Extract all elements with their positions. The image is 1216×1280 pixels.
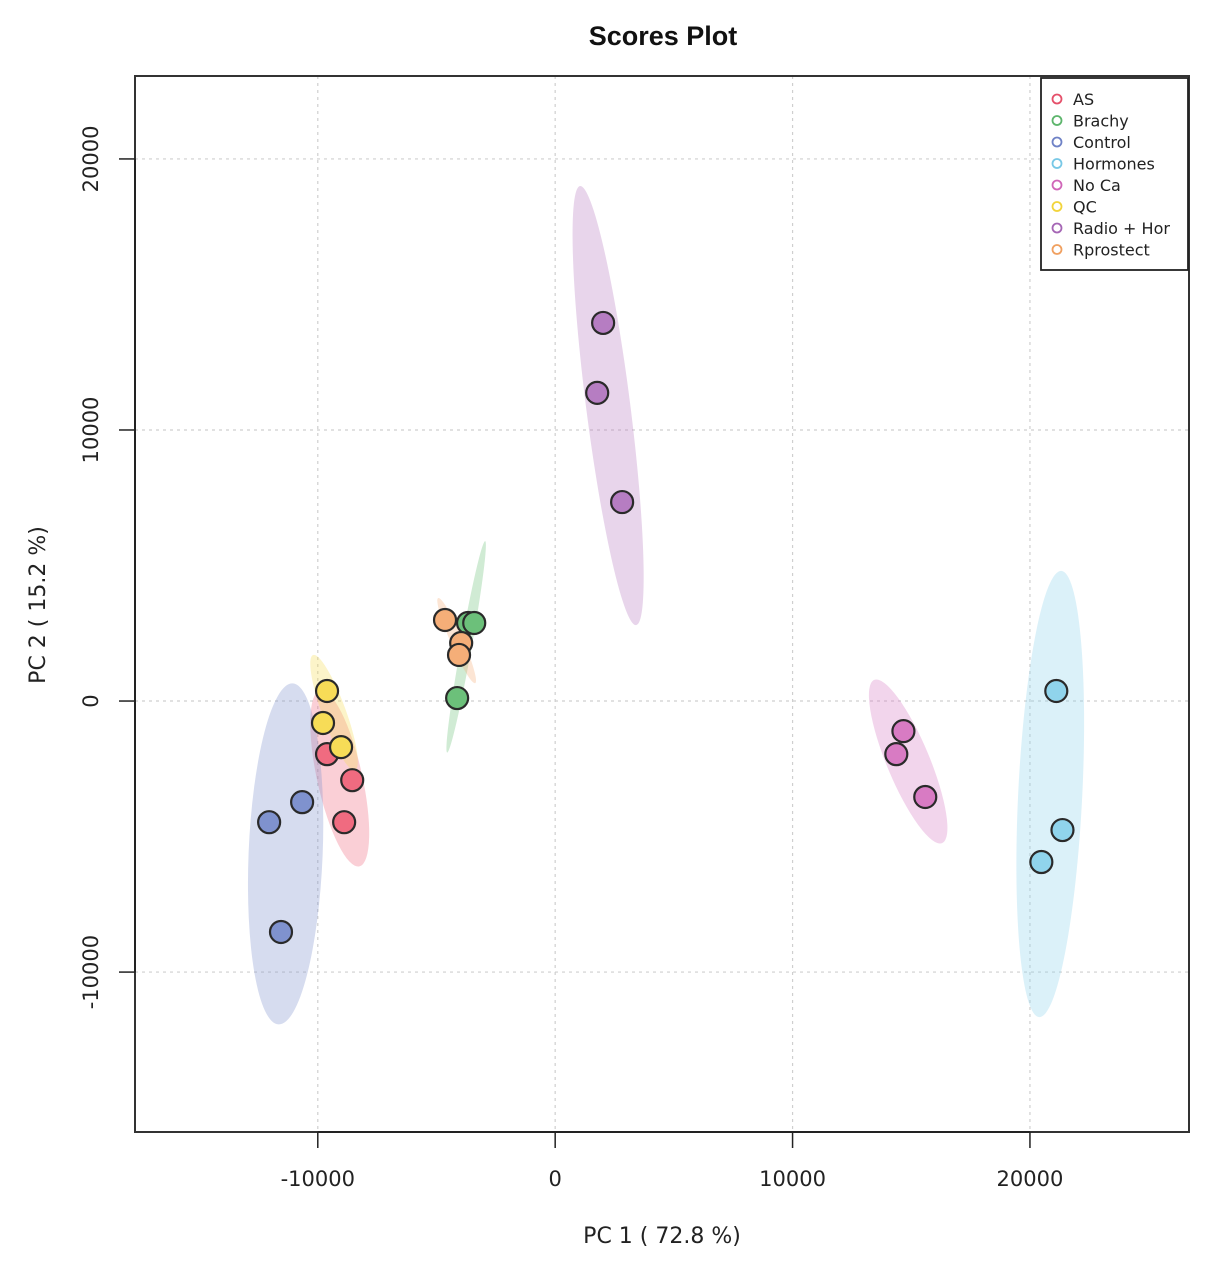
point-no-ca: [913, 784, 938, 810]
point-qc: [310, 710, 336, 736]
x-tick-label: 0: [548, 1167, 561, 1191]
legend: AS Brachy Control Hormones No Ca QC Radio + Ho…: [1040, 77, 1189, 271]
legend-label: No Ca: [1073, 176, 1121, 195]
legend-box: [1040, 77, 1189, 271]
y-tick-label: -10000: [79, 935, 103, 1009]
legend-marker-icon: [1051, 201, 1063, 212]
point-control: [257, 810, 282, 835]
x-tick-label: -10000: [281, 1167, 355, 1191]
ellipse-radio-hor: [572, 186, 644, 626]
confidence-ellipses: [247, 186, 1085, 1025]
point-control: [290, 790, 315, 815]
legend-label: QC: [1073, 198, 1097, 217]
chart-title: Scores Plot: [589, 21, 738, 51]
y-axis-label: PC 2 ( 15.2 %): [26, 526, 51, 684]
point-as: [332, 810, 357, 835]
ellipse-no-ca: [868, 679, 948, 844]
point-brachy: [462, 610, 487, 636]
ellipse-hormones: [1016, 570, 1085, 1018]
legend-marker-icon: [1051, 179, 1063, 191]
y-tick-label: 20000: [79, 126, 103, 193]
legend-marker-icon: [1051, 136, 1063, 148]
y-axis: -10000 0 10000 20000: [79, 126, 136, 1009]
point-as: [340, 768, 365, 793]
legend-marker-icon: [1051, 93, 1063, 105]
point-qc: [328, 735, 354, 760]
point-hormones: [1029, 849, 1054, 875]
legend-marker-icon: [1051, 115, 1063, 126]
ellipse-control: [247, 683, 324, 1025]
point-no-ca: [884, 742, 909, 767]
legend-marker-icon: [1051, 158, 1063, 169]
legend-label: Rprostect: [1073, 241, 1150, 260]
point-rprostect: [432, 607, 458, 633]
point-hormones: [1044, 678, 1069, 704]
point-hormones: [1050, 817, 1075, 843]
legend-label: Brachy: [1073, 112, 1129, 131]
point-radio-hor: [610, 489, 635, 515]
x-tick-label: 10000: [759, 1167, 826, 1191]
point-qc: [314, 678, 340, 704]
legend-label: Hormones: [1073, 155, 1155, 174]
legend-label: Radio + Hor: [1073, 219, 1170, 238]
legend-marker-icon: [1051, 222, 1063, 234]
point-radio-hor: [585, 380, 610, 405]
y-tick-label: 10000: [79, 397, 103, 464]
point-no-ca: [891, 719, 916, 744]
y-tick-label: 0: [79, 694, 103, 707]
point-radio-hor: [591, 310, 616, 336]
legend-marker-icon: [1051, 244, 1063, 255]
x-tick-label: 20000: [997, 1167, 1064, 1191]
legend-label: AS: [1073, 90, 1094, 109]
data-points: [257, 310, 1075, 945]
point-control: [268, 919, 294, 945]
point-rprostect: [446, 642, 472, 668]
x-axis-label: PC 1 ( 72.8 %): [583, 1224, 741, 1249]
point-brachy: [445, 685, 470, 711]
grid-layer: [135, 76, 1189, 1132]
x-axis: -10000 0 10000 20000: [281, 1131, 1064, 1191]
legend-label: Control: [1073, 133, 1131, 152]
